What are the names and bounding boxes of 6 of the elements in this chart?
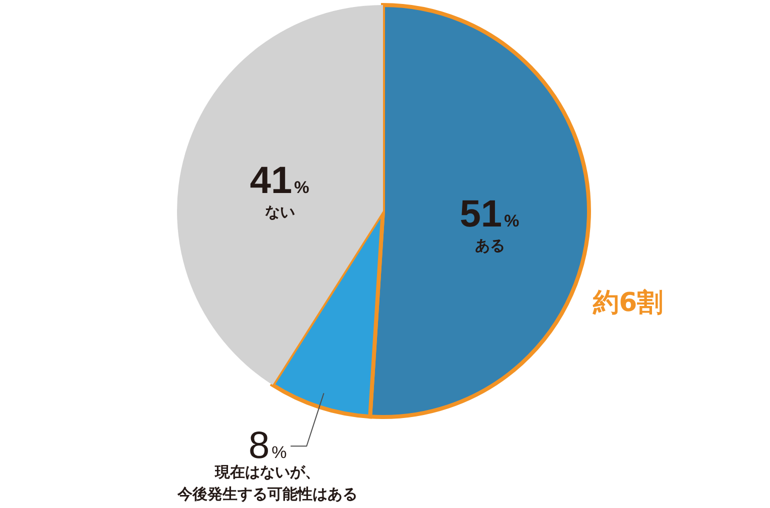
data-label: 51% [460, 193, 520, 236]
slice-label: ない [265, 203, 296, 222]
data-label: 41% [250, 160, 310, 202]
text: 約6割 [592, 288, 664, 318]
slice-label: ある [475, 236, 506, 254]
slice-label: 現在はないが、今後発生する可能性はある [176, 463, 358, 504]
